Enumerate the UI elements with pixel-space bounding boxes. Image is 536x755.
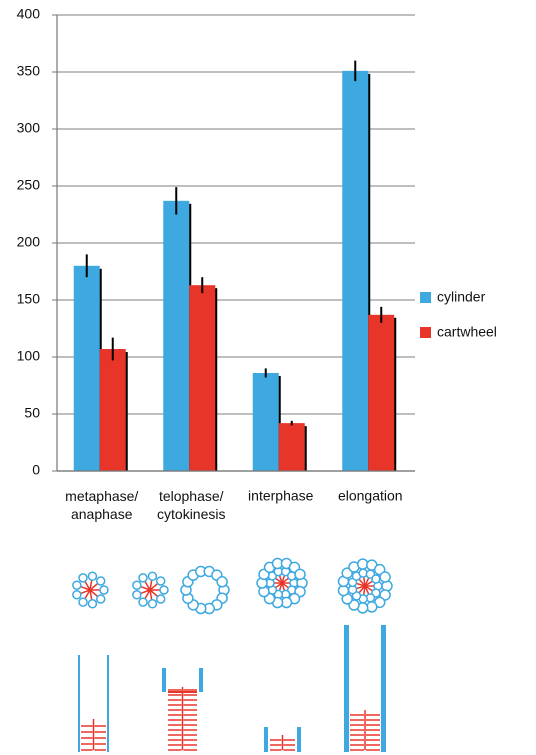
microtubule — [148, 572, 156, 580]
microtubule — [73, 591, 81, 599]
y-tick-label: 0 — [32, 462, 40, 478]
wall — [78, 655, 80, 752]
microtubule — [100, 586, 108, 594]
microtubule — [372, 575, 380, 583]
y-tick-label: 350 — [17, 63, 41, 79]
microtubule — [217, 577, 227, 587]
y-tick-label: 150 — [17, 291, 41, 307]
bar — [253, 373, 279, 471]
x-tick-label: telophase/cytokinesis — [157, 488, 225, 522]
y-tick-label: 200 — [17, 234, 41, 250]
bar — [74, 266, 100, 471]
bar — [279, 423, 305, 471]
y-tick-label: 250 — [17, 177, 41, 193]
wall — [199, 668, 203, 692]
y-tick-label: 50 — [24, 405, 40, 421]
x-tick-label: metaphase/anaphase — [65, 488, 138, 522]
legend-label: cartwheel — [437, 324, 497, 340]
bar — [342, 71, 368, 471]
legend-swatch — [420, 292, 431, 303]
figure: 0 50 100 150 200 250 300 350 400 metaphase/anapha… — [0, 0, 536, 755]
legend-label: cylinder — [437, 289, 486, 305]
microtubule — [295, 569, 305, 579]
wall — [297, 727, 301, 752]
bar — [189, 285, 215, 471]
microtubule — [139, 574, 147, 582]
microtubule — [160, 586, 168, 594]
microtubule — [73, 581, 81, 589]
microtubule — [97, 577, 105, 585]
microtubule — [133, 581, 141, 589]
x-tick-label: interphase — [248, 488, 314, 504]
wall — [344, 625, 349, 752]
bar — [100, 349, 126, 471]
microtubule — [380, 572, 390, 582]
bar — [163, 201, 189, 471]
wall — [107, 655, 109, 752]
microtubule — [157, 595, 165, 603]
wall — [264, 727, 268, 752]
microtubule — [97, 595, 105, 603]
y-tick-label: 100 — [17, 348, 41, 364]
microtubule — [139, 598, 147, 606]
y-tick-label: 300 — [17, 120, 41, 136]
wall — [381, 625, 386, 752]
microtubule — [88, 572, 96, 580]
y-tick-label: 400 — [17, 6, 41, 22]
microtubule — [157, 577, 165, 585]
microtubule — [88, 600, 96, 608]
microtubule — [79, 574, 87, 582]
microtubule — [133, 591, 141, 599]
microtubule — [148, 600, 156, 608]
microtubule — [79, 598, 87, 606]
bar — [368, 315, 394, 471]
legend-swatch — [420, 327, 431, 338]
wall — [162, 668, 166, 692]
x-tick-label: elongation — [338, 488, 403, 504]
